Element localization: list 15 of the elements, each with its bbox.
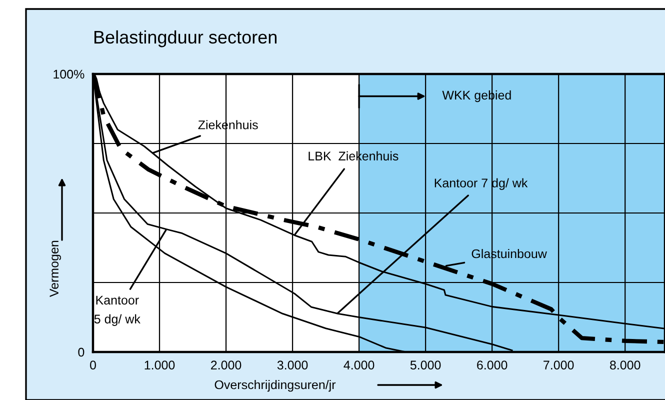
x-tick-label: 7.000 <box>544 360 574 370</box>
x-tick-label: 8.000 <box>610 360 640 370</box>
x-axis-title: Overschrijdingsuren/jr <box>214 380 336 392</box>
x-tick-label: 2.000 <box>211 360 242 370</box>
x-tick-label: 1.000 <box>144 360 175 370</box>
annotation: Kantoor 7 dg/ wk <box>434 178 528 190</box>
x-tick-label: 3.000 <box>277 360 308 370</box>
annotation: Kantoor 5 dg/ wk <box>94 296 140 326</box>
chart-title: Belastingduur sectoren <box>94 30 277 48</box>
y-tick-label: 100% <box>54 70 84 79</box>
x-tick-label: 6.000 <box>477 360 508 370</box>
x-tick-label: 0 <box>90 360 96 370</box>
x-tick-label: 5.000 <box>410 360 441 370</box>
y-axis-title: Vermogen <box>50 240 61 298</box>
x-tick-label: 4.000 <box>344 360 374 370</box>
